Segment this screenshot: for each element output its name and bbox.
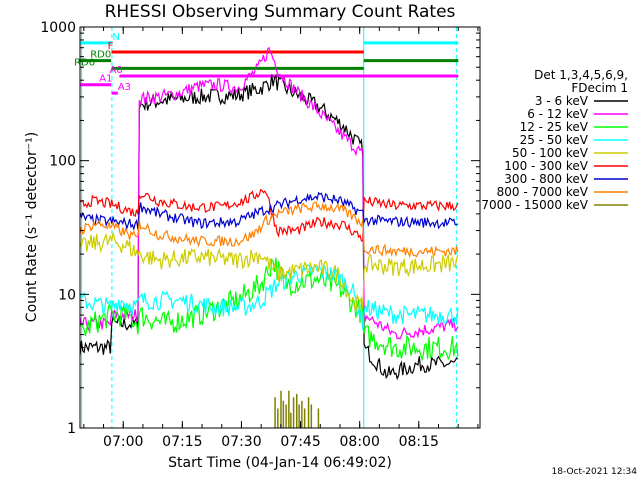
x-tick-label-2: 07:30	[221, 434, 261, 450]
state-bar-label-0: N	[112, 32, 119, 43]
x-tick-label-5: 08:15	[399, 434, 439, 450]
y-tick-label-0: 1	[67, 421, 76, 437]
x-axis-label: Start Time (04-Jan-14 06:49:02)	[168, 455, 392, 471]
y-axis-label: Count Rate (s⁻¹ detector⁻¹)	[24, 132, 40, 322]
series-lines	[79, 46, 459, 381]
legend-label-4: 50 - 100 keV	[512, 146, 589, 160]
state-bar-label-5: A1	[99, 74, 112, 85]
legend-label-5: 100 - 300 keV	[504, 159, 588, 173]
legend-label-3: 25 - 50 keV	[520, 133, 589, 147]
legend-label-8: 7000 - 15000 keV	[481, 198, 588, 212]
high-energy-bursts	[274, 390, 320, 428]
x-tick-label-3: 07:45	[280, 434, 320, 450]
legend-label-7: 800 - 7000 keV	[497, 185, 589, 199]
legend-label-1: 6 - 12 keV	[527, 107, 589, 121]
y-axis: 1 10 100 1000	[40, 20, 480, 437]
legend-label-0: 3 - 6 keV	[535, 94, 589, 108]
y-tick-label-3: 1000	[40, 20, 76, 36]
series-line-7	[79, 201, 459, 259]
state-bar-label-6: A3	[118, 82, 131, 93]
state-bar-label-2: RD0	[90, 50, 111, 61]
legend-label-2: 12 - 25 keV	[520, 120, 589, 134]
x-tick-label-4: 08:00	[340, 434, 380, 450]
x-tick-label-0: 07:00	[103, 434, 143, 450]
x-tick-label-1: 07:15	[162, 434, 202, 450]
series-line-0	[79, 73, 459, 381]
state-bar-label-4: A0	[110, 65, 123, 76]
legend-header-line2: FDecim 1	[571, 81, 628, 95]
y-tick-label-1: 10	[58, 287, 76, 303]
plot-frame	[79, 26, 481, 429]
series-line-3	[79, 262, 459, 330]
series-line-2	[79, 257, 459, 362]
chart-title: RHESSI Observing Summary Count Rates	[105, 2, 456, 22]
state-bar-label-1: F	[108, 41, 114, 52]
x-axis: 07:00 07:15 07:30 07:45 08:00 08:15	[83, 27, 479, 450]
series-line-6	[79, 191, 459, 232]
state-bar-label-3: RD0	[74, 57, 95, 68]
legend-label-6: 300 - 800 keV	[504, 172, 588, 186]
y-tick-label-2: 100	[49, 154, 76, 170]
series-line-5	[79, 188, 459, 242]
timestamp-stamp: 18-Oct-2021 12:34	[552, 467, 638, 477]
legend-header-line1: Det 1,3,4,5,6,9,	[534, 68, 628, 82]
series-line-4	[79, 232, 459, 313]
series-line-1	[79, 46, 459, 340]
